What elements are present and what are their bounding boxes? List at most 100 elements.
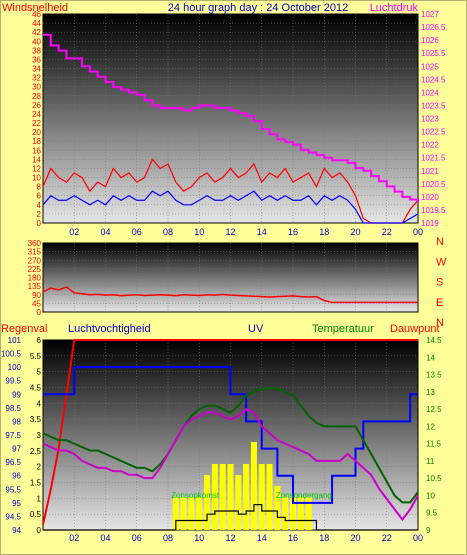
- wind-speed-tick-label: 46: [32, 10, 41, 19]
- wind-x-tick-label: 14: [257, 227, 267, 237]
- solar-radiation-bar: [204, 475, 211, 530]
- sunset-annotation: Zonsondergang: [276, 491, 332, 500]
- compass-tick-label: S: [436, 277, 443, 289]
- wind-speed-tick-label: 8: [37, 183, 42, 192]
- rain-x-tick-label: 06: [132, 533, 142, 543]
- rain-tick-label: 99.5: [5, 377, 21, 386]
- wind-speed-tick-label: 28: [32, 92, 41, 101]
- wind-speed-tick-label: 38: [32, 46, 41, 55]
- wind-speed-tick-label: 36: [32, 55, 41, 64]
- wind-speed-tick-label: 2: [37, 210, 42, 219]
- rain-x-tick-label: 16: [288, 533, 298, 543]
- lower-chart-legend: Regenval Luchtvochtigheid UV Temperatuur Dau…: [1, 323, 440, 335]
- wind-speed-tick-label: 24: [32, 110, 41, 119]
- temperature-tick-label: 11: [426, 457, 435, 466]
- uv-tick-label: 1: [37, 494, 42, 503]
- wind-x-tick-label: 08: [163, 227, 173, 237]
- wind-speed-tick-label: 30: [32, 83, 41, 92]
- wind-x-tick-label: 20: [350, 227, 360, 237]
- wind-speed-tick-label: 16: [32, 146, 41, 155]
- solar-radiation-bar: [258, 464, 265, 530]
- rain-tick-label: 99: [12, 390, 21, 399]
- temperature-tick-label: 13.5: [426, 371, 442, 380]
- solar-radiation-bar: [211, 464, 218, 530]
- temperature-tick-label: 14.5: [426, 336, 442, 345]
- rain-x-tick-label: 08: [163, 533, 173, 543]
- rain-tick-label: 95.5: [5, 485, 21, 494]
- rain-tick-label: 96: [12, 472, 21, 481]
- rain-x-tick-label: 22: [382, 533, 392, 543]
- legend-item: UV: [248, 323, 264, 335]
- pressure-tick-label: 1022: [421, 141, 439, 150]
- uv-tick-label: 6: [37, 336, 42, 345]
- temperature-axis: 9 9.5 10 10.5 11 11.5 12 12.5 13 13.5 14 14.5: [426, 336, 442, 535]
- uv-tick-label: 5: [37, 368, 42, 377]
- wind-speed-tick-label: 6: [37, 192, 42, 201]
- legend-item: Regenval: [1, 323, 47, 335]
- uv-tick-label: 2.5: [30, 447, 42, 456]
- pressure-tick-label: 1022.5: [421, 128, 446, 137]
- rain-tick-label: 97: [12, 445, 21, 454]
- temperature-tick-label: 9.5: [426, 509, 438, 518]
- solar-radiation-bar: [243, 464, 250, 530]
- temperature-tick-label: 13: [426, 388, 435, 397]
- direction-tick-label: 135: [28, 282, 42, 291]
- pressure-series: [43, 33, 419, 203]
- uv-tick-label: 0.5: [30, 510, 42, 519]
- direction-tick-label: 180: [28, 274, 42, 283]
- rain-tick-label: 96.5: [5, 458, 21, 467]
- pressure-tick-label: 1024.5: [421, 75, 446, 84]
- solar-radiation-bar: [297, 497, 304, 530]
- legend-item: Temperatuur: [312, 323, 374, 335]
- temperature-tick-label: 11.5: [426, 440, 442, 449]
- direction-tick-label: 45: [32, 299, 41, 308]
- solar-radiation-bar: [172, 497, 179, 530]
- compass-tick-label: W: [436, 256, 447, 268]
- wind-speed-axis: 0246810121416182022242628303234363840424…: [32, 10, 41, 228]
- pressure-tick-label: 1026: [421, 36, 439, 45]
- solar-radiation-bar: [219, 464, 226, 530]
- compass-tick-label: E: [436, 297, 443, 309]
- uv-tick-label: 1.5: [30, 479, 42, 488]
- wind-x-tick-label: 04: [100, 227, 110, 237]
- solar-radiation-bar: [266, 464, 273, 530]
- rain-tick-label: 100: [8, 363, 22, 372]
- pressure-tick-label: 1021: [421, 167, 439, 176]
- solar-radiation-bar: [188, 497, 195, 530]
- wind-speed-series: [42, 158, 419, 224]
- uv-tick-label: 0: [37, 526, 42, 535]
- sun-annotations: Zonsopkomst Zonsondergang: [171, 491, 332, 500]
- temperature-tick-label: 10: [426, 491, 435, 500]
- uv-tick-label: 2: [37, 463, 42, 472]
- pressure-tick-label: 1024: [421, 88, 439, 97]
- wind-speed-tick-label: 32: [32, 74, 41, 83]
- compass-tick-label: N: [436, 317, 444, 329]
- rain-tick-label: 97.5: [5, 431, 21, 440]
- compass-tick-label: N: [436, 236, 444, 248]
- wind-x-tick-label: 02: [69, 227, 79, 237]
- wind-x-tick-label: 10: [194, 227, 204, 237]
- solar-radiation-bar: [282, 497, 289, 530]
- direction-tick-label: 270: [28, 256, 42, 265]
- header-right-label: Luchtdruk: [370, 2, 419, 14]
- pressure-tick-label: 1019: [421, 219, 439, 228]
- wind-speed-tick-label: 44: [32, 19, 41, 28]
- wind-direction-series: [42, 286, 418, 304]
- wind-speed-tick-label: 0: [37, 219, 42, 228]
- uv-tick-label: 4: [37, 399, 42, 408]
- wind-speed-tick-label: 10: [32, 174, 41, 183]
- direction-tick-label: 225: [28, 265, 42, 274]
- uv-tick-label: 3: [37, 431, 42, 440]
- wind-x-tick-label: 00: [413, 227, 423, 237]
- temperature-series: [42, 387, 419, 504]
- rain-series: [42, 339, 418, 525]
- wind-speed-tick-label: 14: [32, 155, 41, 164]
- direction-tick-label: 315: [28, 248, 42, 257]
- pressure-tick-label: 1027: [421, 10, 439, 19]
- wind-speed-tick-label: 34: [32, 65, 41, 74]
- wind-speed-tick-label: 42: [32, 28, 41, 37]
- wind-x-tick-label: 16: [288, 227, 298, 237]
- rain-x-tick-label: 04: [100, 533, 110, 543]
